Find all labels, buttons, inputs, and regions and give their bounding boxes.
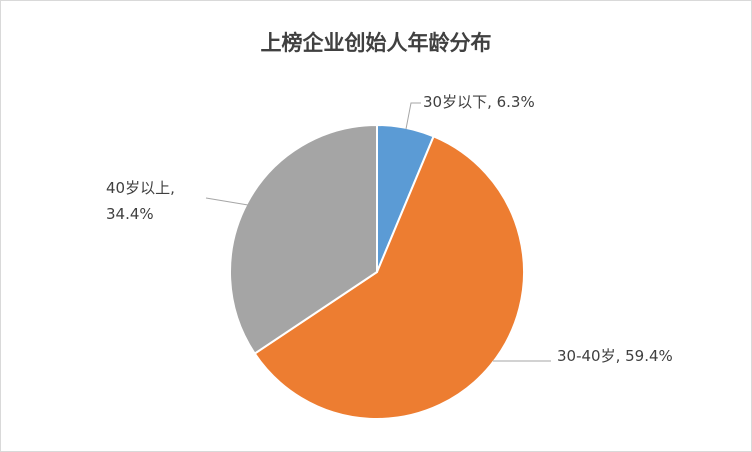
data-label: 30-40岁, 59.4% [557,347,673,365]
chart-title: 上榜企业创始人年龄分布 [260,31,492,55]
pie-slice [253,135,525,420]
data-label: 30岁以下, 6.3% [423,93,535,111]
pie-slice [229,123,378,355]
leader-line [405,102,421,130]
data-label: 40岁以上, 34.4% [106,179,175,223]
leader-line [205,197,249,206]
